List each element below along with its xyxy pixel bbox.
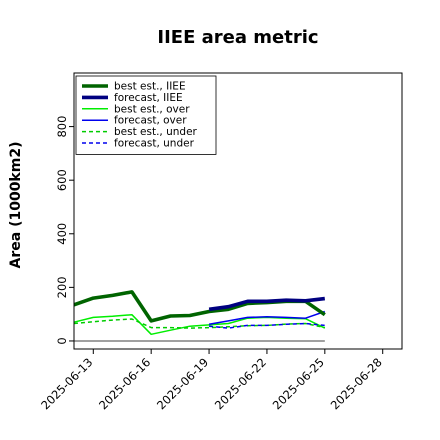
x-tick-label: 2025-06-28 bbox=[328, 355, 385, 412]
series-line-3 bbox=[208, 310, 326, 326]
y-tick-label: 800 bbox=[55, 116, 69, 138]
y-tick-label: 200 bbox=[55, 276, 69, 298]
legend-label: best est., under bbox=[114, 126, 198, 138]
legend-label: best est., IIEE bbox=[114, 81, 186, 93]
x-tick-label: 2025-06-22 bbox=[212, 355, 269, 412]
y-tick-label: 400 bbox=[55, 223, 69, 245]
x-tick-label: 2025-06-19 bbox=[154, 355, 211, 412]
legend-label: forecast, over bbox=[114, 115, 187, 127]
series-line-1 bbox=[208, 296, 326, 312]
legend-label: best est., over bbox=[114, 103, 190, 115]
series-line-5 bbox=[209, 322, 325, 329]
y-axis-title: Area (1000km2) bbox=[8, 142, 24, 269]
legend-label: forecast, IIEE bbox=[114, 92, 183, 104]
legend-box bbox=[75, 75, 217, 155]
chart-title: IIEE area metric bbox=[157, 27, 318, 48]
y-tick-label: 0 bbox=[55, 337, 69, 344]
series-line-2 bbox=[73, 313, 326, 336]
x-tick-label: 2025-06-13 bbox=[38, 355, 95, 412]
series-line-4 bbox=[73, 318, 325, 329]
y-tick-label: 600 bbox=[55, 169, 69, 191]
legend-label: forecast, under bbox=[114, 138, 195, 150]
x-tick-label: 2025-06-25 bbox=[270, 355, 327, 412]
x-tick-label: 2025-06-16 bbox=[96, 355, 153, 412]
plot-frame bbox=[73, 72, 403, 350]
